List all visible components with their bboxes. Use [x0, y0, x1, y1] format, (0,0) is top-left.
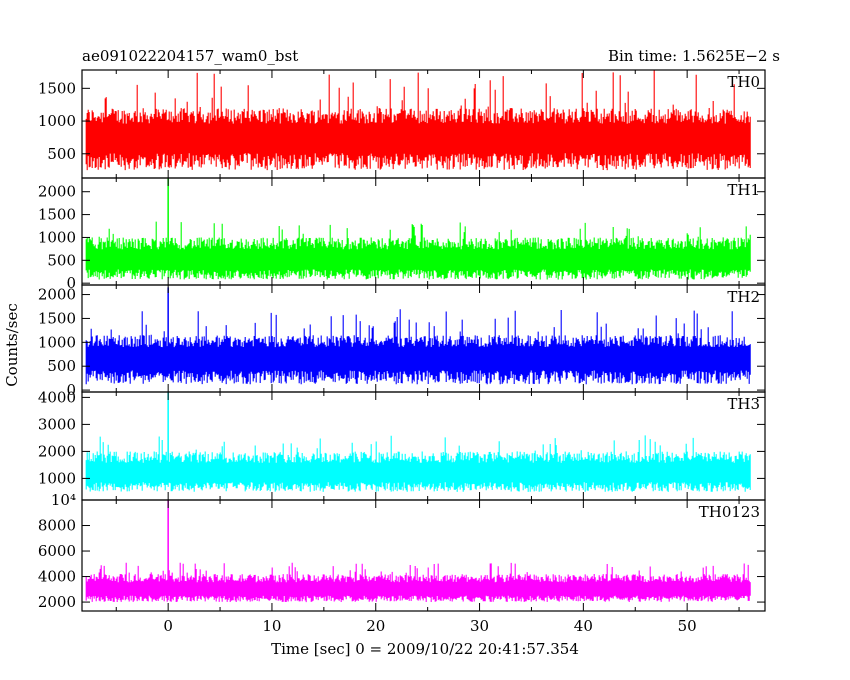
- y-tick-label: 6000: [38, 542, 76, 560]
- y-tick-label: 0: [66, 381, 76, 399]
- y-tick-label: 4000: [38, 388, 76, 406]
- panel-label-th1: TH1: [727, 181, 760, 199]
- panel-th3: 1000 2000 3000 4000 TH3: [38, 388, 766, 501]
- bin-time-label: Bin time: 1.5625E−2 s: [608, 47, 780, 65]
- y-tick-label: 2000: [38, 183, 76, 201]
- y-tick-label: 1500: [38, 309, 76, 327]
- y-tick-label: 10⁴: [51, 491, 76, 509]
- x-tick-label: 30: [470, 617, 489, 635]
- panel-th2: 0 500 1000 1500 2000 TH2: [38, 284, 766, 399]
- panel-label-th3: TH3: [727, 395, 760, 413]
- series-th0: [85, 70, 751, 171]
- series-th0123: [85, 562, 751, 603]
- y-tick-label: 1000: [38, 333, 76, 351]
- y-tick-label: 500: [47, 145, 76, 163]
- y-tick-label: 4000: [38, 568, 76, 586]
- y-tick-label: 1000: [38, 112, 76, 130]
- panel-frame: [81, 499, 766, 612]
- series-th3: [85, 435, 751, 492]
- x-tick-label: 40: [574, 617, 593, 635]
- y-tick-label: 1000: [38, 469, 76, 487]
- series-th1: [85, 221, 751, 280]
- y-tick-label: 1500: [38, 206, 76, 224]
- y-tick-label: 1500: [38, 79, 76, 97]
- series-th2: [85, 309, 751, 385]
- figure-title: ae091022204157_wam0_bst: [82, 47, 298, 65]
- x-tick-label: 10: [262, 617, 281, 635]
- y-tick-label: 500: [47, 357, 76, 375]
- y-axis-label: Counts/sec: [3, 303, 21, 387]
- panel-th1: 0 500 1000 1500 2000 TH1: [38, 177, 766, 292]
- x-tick-label: 50: [678, 617, 697, 635]
- y-tick-label: 3000: [38, 415, 76, 433]
- panel-label-th0123: TH0123: [699, 503, 760, 521]
- x-tick-label: 20: [366, 617, 385, 635]
- panel-label-th2: TH2: [727, 288, 760, 306]
- panel-th0123: 2000 4000 6000 8000 10⁴ TH0123: [38, 491, 766, 612]
- y-tick-label: 2000: [38, 286, 76, 304]
- y-tick-label: 1000: [38, 228, 76, 246]
- panel-th0: 500 1000 1500 TH0: [38, 69, 766, 179]
- y-tick-label: 0: [66, 274, 76, 292]
- y-tick-label: 8000: [38, 517, 76, 535]
- y-tick-label: 500: [47, 251, 76, 269]
- x-axis-label: Time [sec] 0 = 2009/10/22 20:41:57.354: [271, 640, 579, 658]
- y-tick-label: 2000: [38, 442, 76, 460]
- x-tick-label: 0: [163, 617, 173, 635]
- y-tick-label: 2000: [38, 593, 76, 611]
- panel-label-th0: TH0: [727, 73, 760, 91]
